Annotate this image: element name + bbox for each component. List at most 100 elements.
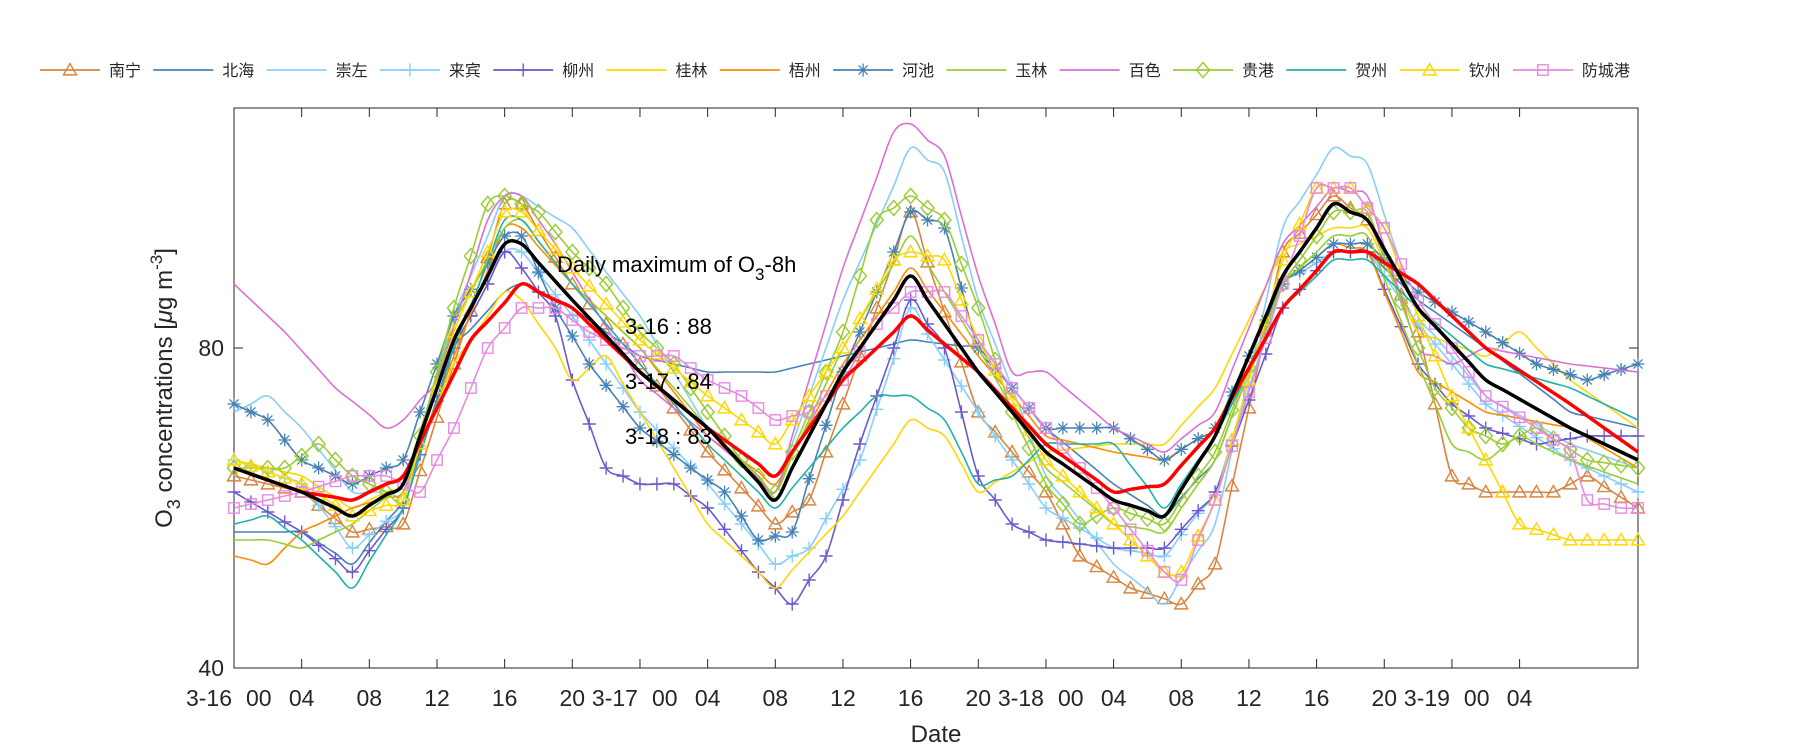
legend-label: 玉林	[1015, 61, 1047, 80]
series-point	[1630, 459, 1646, 477]
series-point	[1209, 494, 1222, 506]
legend-item-8: 河池	[833, 61, 934, 80]
series-point	[1310, 250, 1324, 264]
series-point	[278, 433, 292, 447]
series-point	[699, 444, 716, 458]
series-point	[1190, 576, 1206, 590]
series-point	[1088, 558, 1105, 573]
series-point	[649, 346, 665, 360]
series-point	[632, 356, 648, 370]
series-point	[346, 470, 359, 482]
legend-marker	[62, 62, 78, 76]
series-line	[233, 224, 1639, 589]
series-point	[1192, 534, 1205, 546]
series-point	[667, 448, 681, 462]
series-point	[1327, 237, 1341, 251]
series-point	[784, 443, 800, 461]
series-point	[1596, 532, 1612, 546]
series-point	[1123, 504, 1138, 522]
series-point	[599, 378, 613, 392]
legend-item-3: 崇左	[266, 61, 368, 80]
series-point	[1308, 206, 1325, 221]
series-point	[1039, 501, 1053, 515]
legend-label: 南宁	[109, 61, 141, 80]
series-point	[921, 213, 935, 227]
series-point	[1461, 419, 1477, 437]
series-point	[1461, 420, 1477, 434]
series-point	[1021, 464, 1037, 478]
series-point	[936, 252, 953, 266]
series-point	[564, 243, 580, 261]
series-point	[1613, 532, 1629, 546]
series-point	[1224, 478, 1240, 492]
series-point	[327, 497, 344, 511]
series-point	[1596, 454, 1612, 472]
series-point	[226, 452, 242, 466]
series-point	[1124, 432, 1138, 446]
series-point	[1631, 357, 1645, 371]
annotation-line-2: 3-17 : 84	[625, 369, 712, 394]
series-point	[1327, 182, 1340, 194]
x-tick-label: 16	[492, 685, 518, 711]
series-point	[1122, 532, 1139, 546]
series-point	[1511, 484, 1528, 498]
series-point	[955, 310, 968, 322]
legend-label: 来宾	[449, 61, 481, 80]
legend-label: 百色	[1129, 61, 1161, 80]
y-axis-title: O3 concentrations [μg m-3]	[147, 248, 184, 528]
legend-label: 钦州	[1469, 61, 1501, 80]
series-point	[1122, 580, 1139, 594]
series-point	[498, 322, 511, 334]
axis-ticks: 3-16 00 04 08 12 16 20 3-17 00 04 08 12 16 20 3-18 00 04…	[186, 108, 1638, 711]
series-point	[887, 245, 901, 259]
series-point	[1427, 348, 1443, 362]
series-point	[1461, 476, 1477, 490]
series-point	[413, 405, 427, 419]
series-point	[329, 475, 342, 488]
series-point	[345, 541, 359, 555]
series-point	[1579, 451, 1595, 469]
x-tick-label: 04	[1507, 685, 1533, 711]
series-point	[464, 282, 478, 296]
series-point	[1021, 439, 1037, 457]
x-tick-label: 04	[1101, 685, 1127, 711]
series-point	[937, 211, 952, 229]
series-point	[1226, 440, 1238, 452]
legend-item-6: 桂林	[606, 61, 708, 80]
series-point	[1293, 264, 1307, 278]
series-point	[818, 363, 834, 381]
series-point	[920, 199, 935, 217]
series-point	[480, 195, 496, 213]
series-point	[1107, 502, 1120, 514]
series-point	[1310, 182, 1323, 194]
series-point	[1088, 500, 1105, 514]
series-point	[245, 498, 257, 510]
series-point	[1579, 532, 1595, 546]
series-point	[1614, 477, 1628, 491]
series-point	[1191, 432, 1205, 446]
series-point	[954, 405, 968, 419]
series-point	[801, 388, 817, 402]
series-point	[598, 275, 614, 293]
series-point	[295, 453, 309, 467]
series-point	[243, 472, 259, 486]
series-point	[988, 429, 1002, 443]
series-point	[1410, 308, 1426, 322]
series-2	[234, 250, 1639, 566]
x-tick-label: 12	[424, 685, 450, 711]
series-point	[1564, 446, 1577, 458]
x-tick-label: 20	[1371, 685, 1397, 711]
series-point	[803, 406, 816, 418]
series-point	[1530, 357, 1544, 371]
series-point	[1444, 388, 1460, 402]
series-point	[1006, 382, 1019, 394]
series-point	[1090, 482, 1103, 494]
series-point	[278, 490, 291, 502]
series-point	[1478, 427, 1494, 445]
legend-item-7: 梧州	[719, 61, 821, 80]
series-point	[767, 436, 784, 450]
series-point	[1072, 515, 1088, 533]
series-point	[667, 477, 681, 491]
series-point	[496, 204, 513, 218]
